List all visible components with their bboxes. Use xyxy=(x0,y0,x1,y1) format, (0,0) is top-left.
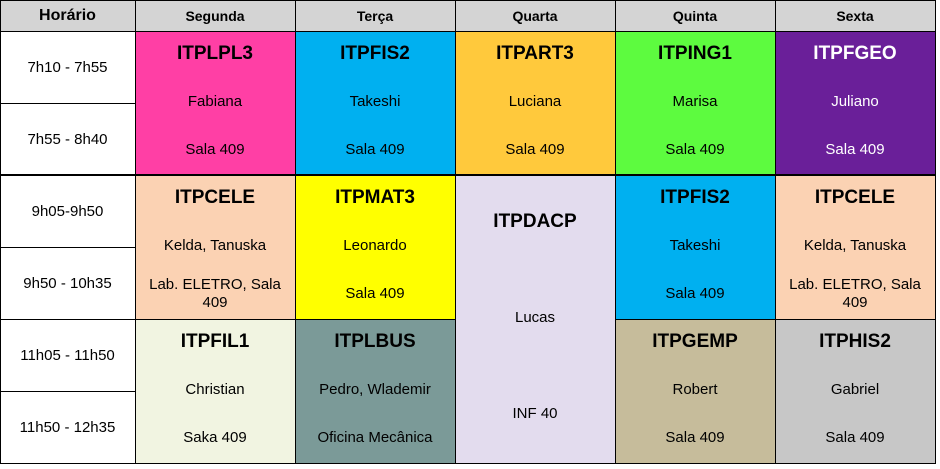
class-block: ITPGEMP Robert Sala 409 xyxy=(615,319,775,463)
room-label: Lab. ELETRO, Sala 409 xyxy=(789,276,921,311)
class-code: ITPLPL3 xyxy=(176,43,253,64)
time-slot-3: 9h05-9h50 xyxy=(0,175,135,247)
teacher-name: Christian xyxy=(185,381,245,398)
grid-line xyxy=(0,0,935,1)
room-label: Sala 409 xyxy=(665,429,725,446)
grid-line xyxy=(0,247,135,248)
class-code: ITPFGEO xyxy=(813,43,897,64)
class-code: ITPFIS2 xyxy=(340,43,410,64)
class-code: ITPHIS2 xyxy=(819,331,891,352)
teacher-name: Marisa xyxy=(672,93,718,110)
teacher-name: Juliano xyxy=(831,93,879,110)
class-code: ITPART3 xyxy=(496,43,574,64)
teacher-name: Lucas xyxy=(514,309,556,326)
grid-line xyxy=(135,0,136,464)
class-block: ITPART3 Luciana Sala 409 xyxy=(455,31,615,175)
class-block: ITPDACP Lucas INF 40 xyxy=(455,175,615,463)
header-day-thursday: Quinta xyxy=(615,0,775,31)
teacher-name: Takeshi xyxy=(349,93,401,110)
class-block: ITPLBUS Pedro, Wlademir Oficina Mecânica xyxy=(295,319,455,463)
teacher-name: Pedro, Wlademir xyxy=(319,381,431,398)
room-label: Saka 409 xyxy=(183,429,247,446)
teacher-name: Robert xyxy=(672,381,718,398)
teacher-name: Gabriel xyxy=(830,381,880,398)
room-label: Sala 409 xyxy=(505,141,565,158)
class-block: ITPFIS2 Takeshi Sala 409 xyxy=(615,175,775,319)
class-code: ITPGEMP xyxy=(652,331,738,352)
time-label: 7h55 - 8h40 xyxy=(27,130,108,148)
header-day-tuesday: Terça xyxy=(295,0,455,31)
grid-line xyxy=(455,0,456,464)
day-label: Terça xyxy=(356,7,394,24)
grid-line xyxy=(0,103,135,104)
day-label: Quinta xyxy=(672,7,718,24)
header-time-label: Horário xyxy=(39,6,96,24)
day-label: Quarta xyxy=(512,7,558,24)
class-block: ITPFIS2 Takeshi Sala 409 xyxy=(295,31,455,175)
class-code: ITPCELE xyxy=(814,187,896,208)
class-code: ITPING1 xyxy=(658,43,732,64)
teacher-name: Fabiana xyxy=(187,93,243,110)
grid-line xyxy=(0,0,1,464)
room-label: Sala 409 xyxy=(185,141,245,158)
teacher-name: Luciana xyxy=(508,93,562,110)
grid-line xyxy=(0,31,935,32)
day-label: Sexta xyxy=(836,7,874,24)
time-label: 9h05-9h50 xyxy=(31,202,104,220)
header-day-wednesday: Quarta xyxy=(455,0,615,31)
time-slot-5: 11h05 - 11h50 xyxy=(0,319,135,391)
class-block: ITPCELE Kelda, Tanuska Lab. ELETRO, Sala… xyxy=(135,175,295,319)
grid-line xyxy=(0,463,935,464)
room-label: Lab. ELETRO, Sala 409 xyxy=(149,276,281,311)
class-block: ITPHIS2 Gabriel Sala 409 xyxy=(775,319,935,463)
grid-line xyxy=(935,0,936,464)
teacher-name: Kelda, Tanuska xyxy=(163,237,267,254)
grid-line xyxy=(295,0,296,464)
time-slot-6: 11h50 - 12h35 xyxy=(0,391,135,463)
grid-line xyxy=(0,174,935,176)
class-block: ITPCELE Kelda, Tanuska Lab. ELETRO, Sala… xyxy=(775,175,935,319)
grid-line xyxy=(0,319,455,320)
room-label: Sala 409 xyxy=(825,429,885,446)
day-label: Segunda xyxy=(185,7,245,24)
time-label: 7h10 - 7h55 xyxy=(27,58,108,76)
time-label: 11h05 - 11h50 xyxy=(20,346,115,364)
class-block: ITPFIL1 Christian Saka 409 xyxy=(135,319,295,463)
grid-line xyxy=(615,0,616,464)
room-label: Sala 409 xyxy=(825,141,885,158)
class-block: ITPLPL3 Fabiana Sala 409 xyxy=(135,31,295,175)
header-day-monday: Segunda xyxy=(135,0,295,31)
class-code: ITPCELE xyxy=(174,187,256,208)
class-code: ITPFIL1 xyxy=(180,331,250,352)
room-label: Sala 409 xyxy=(345,285,405,302)
room-label: Sala 409 xyxy=(665,141,725,158)
teacher-name: Kelda, Tanuska xyxy=(803,237,907,254)
time-slot-1: 7h10 - 7h55 xyxy=(0,31,135,103)
class-code: ITPDACP xyxy=(493,211,577,232)
time-slot-2: 7h55 - 8h40 xyxy=(0,103,135,175)
time-label: 9h50 - 10h35 xyxy=(23,274,112,292)
class-code: ITPMAT3 xyxy=(335,187,415,208)
header-day-friday: Sexta xyxy=(775,0,935,31)
time-label: 11h50 - 12h35 xyxy=(19,418,116,436)
grid-line xyxy=(0,391,135,392)
header-time: Horário xyxy=(0,0,135,31)
teacher-name: Takeshi xyxy=(669,237,721,254)
class-block: ITPFGEO Juliano Sala 409 xyxy=(775,31,935,175)
class-block: ITPING1 Marisa Sala 409 xyxy=(615,31,775,175)
grid-line xyxy=(775,0,776,464)
room-label: Sala 409 xyxy=(665,285,725,302)
room-label: Oficina Mecânica xyxy=(317,429,433,446)
time-slot-4: 9h50 - 10h35 xyxy=(0,247,135,319)
class-code: ITPFIS2 xyxy=(660,187,730,208)
teacher-name: Leonardo xyxy=(343,237,407,254)
class-block: ITPMAT3 Leonardo Sala 409 xyxy=(295,175,455,319)
room-label: INF 40 xyxy=(512,405,558,422)
room-label: Sala 409 xyxy=(345,141,405,158)
class-code: ITPLBUS xyxy=(334,331,416,352)
